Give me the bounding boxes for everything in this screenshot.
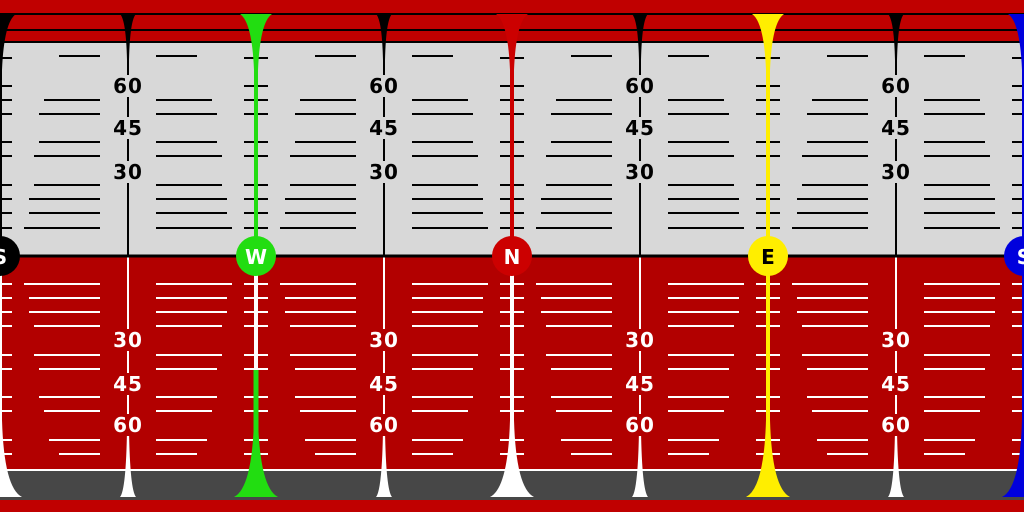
scale-meridian-top-flare: [888, 14, 904, 60]
cardinal-label-e: E: [761, 245, 775, 269]
pitch-label-upper: 60: [625, 74, 655, 98]
pitch-label-bg: [618, 117, 662, 139]
pitch-label-bg: [106, 414, 150, 436]
cardinal-badge-n: [492, 236, 532, 276]
cardinal-bottom-flare: [1002, 420, 1024, 497]
pitch-label-upper: 45: [625, 116, 655, 140]
pitch-label-upper: 30: [113, 160, 143, 184]
scale-meridian-top-flare: [120, 14, 136, 60]
cardinal-top-flare: [1008, 14, 1024, 70]
pitch-label-upper: 30: [881, 160, 911, 184]
cardinal-label-s: S: [0, 245, 7, 269]
pitch-label-lower: 45: [113, 372, 143, 396]
pitch-label-upper: 30: [625, 160, 655, 184]
pitch-label-lower: 60: [881, 413, 911, 437]
pitch-label-upper: 60: [881, 74, 911, 98]
pitch-label-bg: [874, 329, 918, 351]
cardinal-badge-w: [236, 236, 276, 276]
pitch-label-bg: [618, 373, 662, 395]
pitch-label-bg: [362, 117, 406, 139]
pitch-label-bg: [618, 329, 662, 351]
cardinal-label-w: W: [245, 245, 267, 269]
pitch-label-bg: [362, 414, 406, 436]
bottom-frame: [0, 500, 1024, 512]
cardinal-badge-s: [1004, 236, 1024, 276]
pitch-label-lower: 60: [625, 413, 655, 437]
pitch-label-lower: 60: [113, 413, 143, 437]
pitch-label-bg: [362, 329, 406, 351]
cardinal-bottom-flare: [490, 420, 534, 497]
cardinal-label-s: S: [1017, 245, 1024, 269]
pitch-label-bg: [618, 161, 662, 183]
pitch-label-lower: 45: [369, 372, 399, 396]
pitch-label-lower: 30: [113, 328, 143, 352]
pitch-label-upper: 45: [113, 116, 143, 140]
pitch-label-upper: 45: [369, 116, 399, 140]
pitch-label-bg: [106, 75, 150, 97]
pitch-label-bg: [106, 117, 150, 139]
cardinal-bottom-flare: [0, 420, 22, 497]
pitch-label-bg: [362, 373, 406, 395]
cardinal-top-flare: [752, 14, 784, 70]
pitch-label-bg: [618, 414, 662, 436]
scale-meridian-top-flare: [376, 14, 392, 60]
pitch-label-lower: 30: [881, 328, 911, 352]
pitch-label-lower: 30: [625, 328, 655, 352]
pitch-label-bg: [618, 75, 662, 97]
pitch-label-upper: 60: [369, 74, 399, 98]
pitch-label-bg: [874, 373, 918, 395]
cardinal-top-flare: [0, 14, 16, 70]
cardinal-label-n: N: [504, 245, 521, 269]
pitch-label-bg: [874, 414, 918, 436]
pitch-label-upper: 30: [369, 160, 399, 184]
cardinal-top-flare: [496, 14, 528, 70]
pitch-label-lower: 30: [369, 328, 399, 352]
pitch-label-bg: [362, 161, 406, 183]
pitch-label-upper: 60: [113, 74, 143, 98]
pitch-labels: 60 45 30 30 45 60 60 45 30 30 45 60 60 45 30 30 45 60 60 45…: [106, 74, 918, 437]
cardinal-markers: SWNES: [0, 236, 1024, 276]
pitch-label-bg: [106, 329, 150, 351]
pitch-label-lower: 45: [881, 372, 911, 396]
pitch-label-bg: [106, 373, 150, 395]
pitch-label-bg: [874, 161, 918, 183]
pitch-label-bg: [874, 75, 918, 97]
pitch-label-lower: 60: [369, 413, 399, 437]
pitch-ladder: [0, 55, 1024, 455]
pitch-label-bg: [362, 75, 406, 97]
pitch-label-lower: 45: [625, 372, 655, 396]
pitch-label-upper: 45: [881, 116, 911, 140]
pitch-label-bg: [874, 117, 918, 139]
pitch-label-bg: [106, 161, 150, 183]
scale-meridian-top-flare: [632, 14, 648, 60]
cardinal-badge-s: [0, 236, 20, 276]
cardinal-bottom-flare: [746, 420, 790, 497]
cardinal-badge-e: [748, 236, 788, 276]
cardinal-top-flare: [240, 14, 272, 70]
